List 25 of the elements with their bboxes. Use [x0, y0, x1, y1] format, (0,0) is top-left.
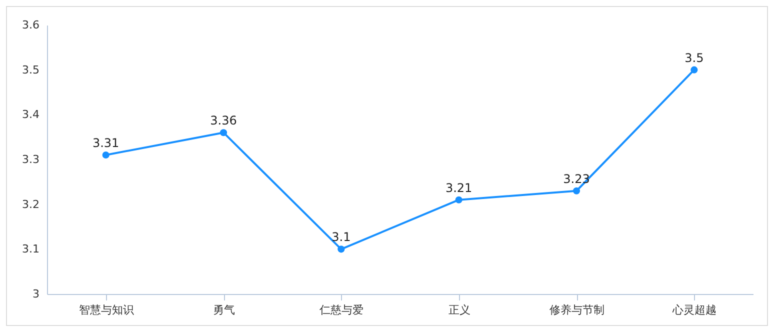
data-label: 3.36 [210, 114, 237, 128]
data-label: 3.31 [92, 136, 120, 150]
point [102, 151, 110, 159]
y-tick-label: 3 [32, 288, 40, 300]
x-tick-label: 修养与节制 [550, 304, 604, 316]
y-tick-label: 3.2 [22, 198, 40, 211]
point [572, 187, 580, 194]
y-tick-label: 3.1 [22, 242, 40, 256]
data-label: 3.21 [445, 180, 472, 195]
point [455, 196, 462, 204]
x-tick-label: 正义 [448, 304, 470, 316]
point [690, 66, 698, 74]
point [220, 129, 228, 136]
y-tick-label: 3.6 [22, 18, 40, 32]
x-tick-label: 勇气 [213, 304, 235, 316]
y-tick-label: 3.5 [22, 63, 40, 76]
data-label: 3.23 [563, 172, 590, 186]
x-tick-label: 智慧与知识 [78, 304, 134, 316]
data-label: 3.1 [332, 230, 351, 244]
data-label: 3.5 [684, 50, 704, 65]
x-tick-label: 仁慈与爱 [320, 304, 364, 316]
y-tick-label: 3.4 [22, 108, 40, 122]
point [338, 246, 345, 253]
y-tick-label: 3.3 [22, 153, 40, 166]
x-tick-label: 心灵超越 [672, 304, 717, 316]
